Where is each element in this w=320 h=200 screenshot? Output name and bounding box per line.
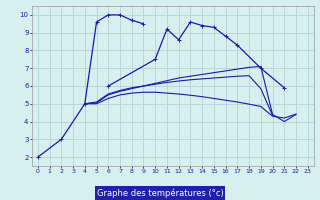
Text: Graphe des températures (°c): Graphe des températures (°c) <box>97 188 223 198</box>
